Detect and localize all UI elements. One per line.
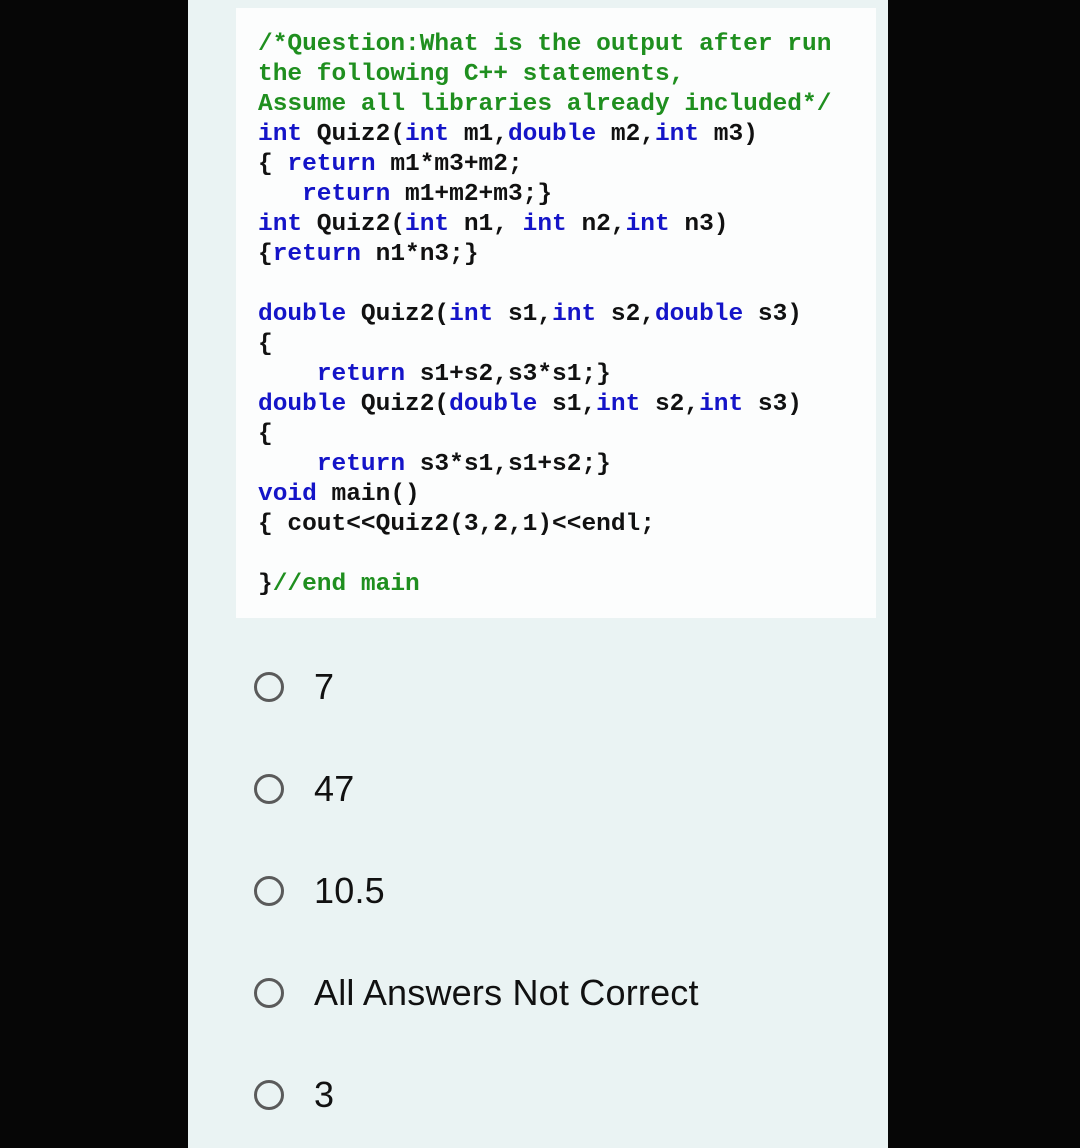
code-block: /*Question:What is the output after run …: [236, 8, 876, 618]
option-4[interactable]: All Answers Not Correct: [254, 972, 888, 1014]
kw-int: int: [523, 211, 567, 238]
code-text: s1,: [493, 301, 552, 328]
code-text: s3): [743, 301, 802, 328]
radio-icon[interactable]: [254, 774, 284, 804]
code-comment-line-2: the following C++ statements,: [258, 61, 684, 88]
code-text: Quiz2(: [302, 211, 405, 238]
kw-int: int: [405, 211, 449, 238]
kw-double: double: [508, 121, 596, 148]
blank-line: [258, 541, 273, 568]
code-comment-line-1: /*Question:What is the output after run: [258, 31, 831, 58]
kw-int: int: [405, 121, 449, 148]
kw-double: double: [655, 301, 743, 328]
option-4-label: All Answers Not Correct: [314, 972, 699, 1014]
code-text: n2,: [567, 211, 626, 238]
code-comment-end: //end main: [273, 571, 420, 598]
code-text: s1+s2,s3*s1;}: [405, 361, 611, 388]
radio-icon[interactable]: [254, 672, 284, 702]
answer-options: 7 47 10.5 All Answers Not Correct 3: [254, 666, 888, 1116]
kw-return: return: [287, 151, 375, 178]
option-5[interactable]: 3: [254, 1074, 888, 1116]
blank-line: [258, 271, 273, 298]
option-2[interactable]: 47: [254, 768, 888, 810]
code-text: {: [258, 241, 273, 268]
code-text: [258, 451, 317, 478]
kw-double: double: [449, 391, 537, 418]
option-3-label: 10.5: [314, 870, 385, 912]
code-text: n1*n3;}: [361, 241, 479, 268]
radio-icon[interactable]: [254, 876, 284, 906]
code-text: s3): [743, 391, 802, 418]
code-text: {: [258, 331, 273, 358]
kw-int: int: [699, 391, 743, 418]
code-text: m2,: [596, 121, 655, 148]
kw-void: void: [258, 481, 317, 508]
option-1[interactable]: 7: [254, 666, 888, 708]
code-text: Quiz2(: [346, 301, 449, 328]
code-text: main(): [317, 481, 420, 508]
code-text: n1,: [449, 211, 523, 238]
option-5-label: 3: [314, 1074, 334, 1116]
code-text: m1*m3+m2;: [376, 151, 523, 178]
kw-double: double: [258, 391, 346, 418]
code-text: [258, 181, 302, 208]
code-comment-line-3: Assume all libraries already included*/: [258, 91, 831, 118]
option-2-label: 47: [314, 768, 354, 810]
code-text: [258, 361, 317, 388]
code-text: s3*s1,s1+s2;}: [405, 451, 611, 478]
kw-return: return: [317, 451, 405, 478]
question-panel: /*Question:What is the output after run …: [188, 0, 888, 1148]
kw-int: int: [626, 211, 670, 238]
code-text: m1+m2+m3;}: [390, 181, 552, 208]
code-text: Quiz2(: [302, 121, 405, 148]
code-text: }: [258, 571, 273, 598]
code-text: m1,: [449, 121, 508, 148]
option-3[interactable]: 10.5: [254, 870, 888, 912]
code-text: Quiz2(: [346, 391, 449, 418]
kw-int: int: [596, 391, 640, 418]
option-1-label: 7: [314, 666, 334, 708]
kw-int: int: [258, 121, 302, 148]
radio-icon[interactable]: [254, 1080, 284, 1110]
code-text: s2,: [596, 301, 655, 328]
kw-return: return: [317, 361, 405, 388]
code-text: m3): [699, 121, 758, 148]
kw-return: return: [302, 181, 390, 208]
kw-return: return: [273, 241, 361, 268]
kw-int: int: [449, 301, 493, 328]
radio-icon[interactable]: [254, 978, 284, 1008]
kw-int: int: [258, 211, 302, 238]
kw-double: double: [258, 301, 346, 328]
code-text: s1,: [537, 391, 596, 418]
code-text: {: [258, 151, 287, 178]
code-text: { cout<<Quiz2(3,2,1)<<endl;: [258, 511, 655, 538]
code-text: s2,: [640, 391, 699, 418]
code-text: {: [258, 421, 273, 448]
kw-int: int: [552, 301, 596, 328]
kw-int: int: [655, 121, 699, 148]
code-text: n3): [670, 211, 729, 238]
